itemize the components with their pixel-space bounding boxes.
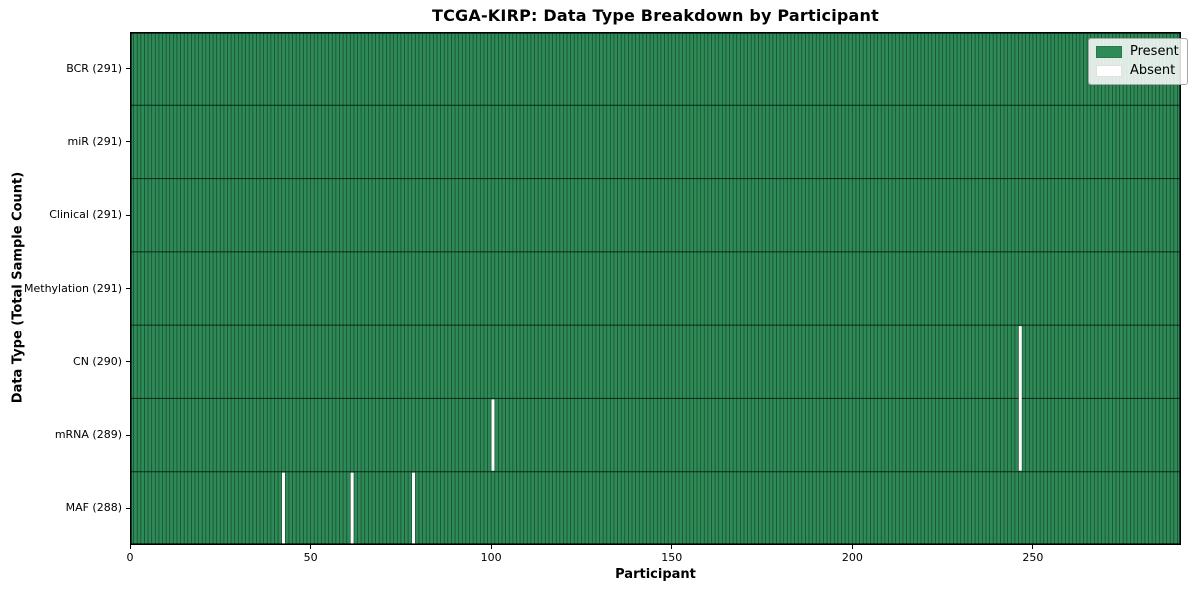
y-tick-mark <box>126 288 130 289</box>
y-tick-label: MAF (288) <box>65 501 122 515</box>
x-tick-mark <box>1032 545 1034 549</box>
x-tick-label: 50 <box>303 551 318 564</box>
y-tick-mark <box>126 141 130 143</box>
y-tick-mark <box>126 507 130 509</box>
x-axis-label: Participant <box>615 567 696 582</box>
y-tick-label: Methylation (291) <box>24 281 122 295</box>
y-tick-mark <box>126 214 130 216</box>
x-tick-label: 250 <box>1022 551 1044 564</box>
legend-label-present: Present <box>1130 44 1179 59</box>
y-tick-mark <box>126 434 130 436</box>
y-tick-label: BCR (291) <box>66 61 122 75</box>
x-tick-mark <box>129 545 131 549</box>
legend-item-present: Present <box>1096 45 1179 59</box>
absent-swatch-icon <box>1096 65 1122 77</box>
legend: Present Absent <box>1088 38 1188 85</box>
x-tick-mark <box>671 545 673 549</box>
x-tick-mark <box>851 545 853 549</box>
heatmap-canvas <box>130 32 1181 545</box>
x-tick-label: 200 <box>841 551 863 564</box>
y-tick-label: Clinical (291) <box>49 208 122 222</box>
y-tick-label: mRNA (289) <box>54 428 122 442</box>
y-tick-label: CN (290) <box>73 354 122 368</box>
y-tick-mark <box>126 361 130 363</box>
x-tick-mark <box>310 545 312 549</box>
chart-title: TCGA-KIRP: Data Type Breakdown by Partic… <box>432 6 879 25</box>
x-tick-label: 0 <box>126 551 134 564</box>
present-swatch-icon <box>1096 46 1122 58</box>
x-tick-mark <box>490 545 492 549</box>
y-tick-label: miR (291) <box>67 134 123 148</box>
x-tick-label: 150 <box>661 551 683 564</box>
x-tick-label: 100 <box>480 551 502 564</box>
legend-label-absent: Absent <box>1130 63 1176 78</box>
y-tick-mark <box>126 68 130 70</box>
legend-item-absent: Absent <box>1096 64 1179 78</box>
